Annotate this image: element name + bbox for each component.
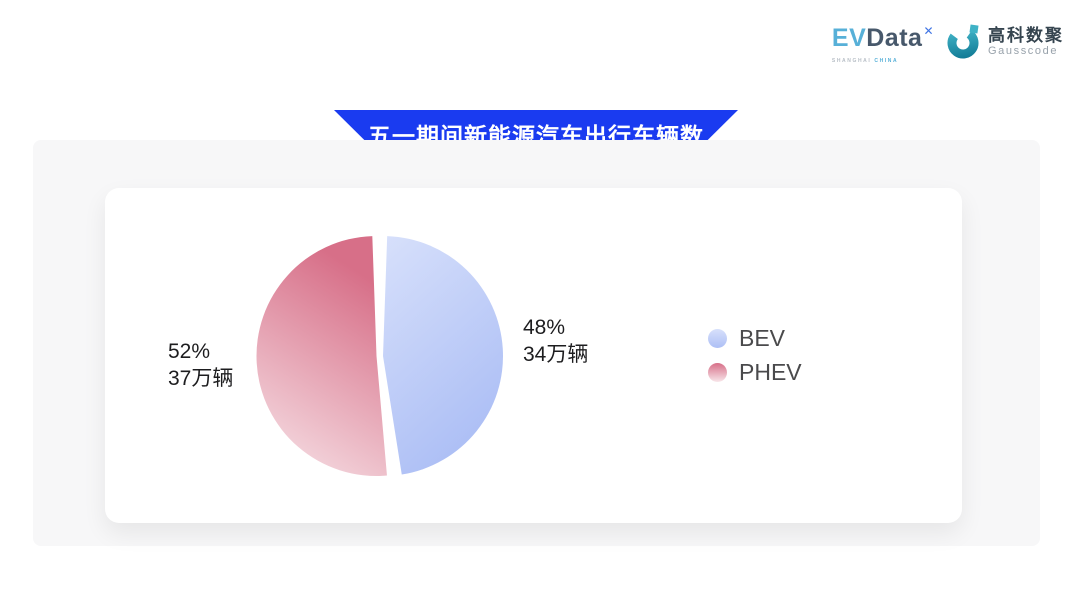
legend-dot-bev [708,329,727,348]
evdata-subtext-china: CHINA [874,58,899,64]
legend-label-phev: PHEV [739,359,802,385]
evdata-subtext-shanghai: SHANGHAI [831,58,872,64]
gausscode-cn-text: 高科数聚 [988,26,1064,45]
phev-data-label: 52% 37万辆 [168,338,233,392]
legend-dot-phev [708,363,727,382]
chart-card: 52% 37万辆 48% 34万辆 BEV PHEV [105,188,962,523]
legend: BEV PHEV [708,325,802,386]
bev-percent: 48% [523,316,566,339]
evdata-subtext: SHANGHAI CHINA [832,58,933,64]
gausscode-text: 高科数聚 Gausscode [988,26,1064,58]
bev-value: 34万辆 [523,343,589,366]
pie-slice-phev[interactable] [256,236,387,476]
legend-item-phev[interactable]: PHEV [708,359,802,386]
phev-value: 37万辆 [168,367,234,390]
evdata-wordmark: EVData✕ [831,24,934,55]
legend-item-bev[interactable]: BEV [708,325,802,352]
gausscode-en-text: Gausscode [988,45,1059,57]
evdata-x-icon: ✕ [923,24,934,38]
pie-slice-bev[interactable] [383,236,504,475]
pie-chart [256,236,504,476]
bev-data-label: 48% 34万辆 [523,314,588,368]
evdata-logo: EVData✕ SHANGHAI CHINA [831,22,934,64]
legend-label-bev: BEV [739,325,786,351]
header-logos: EVData✕ SHANGHAI CHINA 高科数聚 Gausscode [832,22,1064,64]
phev-percent: 52% [168,340,211,363]
gausscode-c-icon [947,24,979,59]
gausscode-logo: 高科数聚 Gausscode [947,22,1064,62]
evdata-ev-text: EV [831,24,867,52]
chart-panel: 52% 37万辆 48% 34万辆 BEV PHEV [33,140,1040,546]
evdata-data-text: Data [866,24,923,52]
